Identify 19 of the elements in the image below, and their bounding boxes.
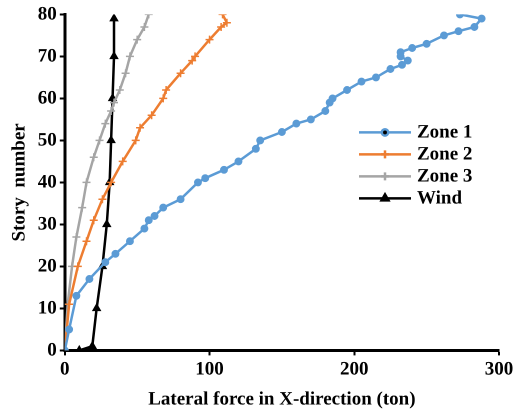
- y-tick-label: 50: [38, 129, 57, 150]
- legend-label: Zone 3: [417, 165, 472, 186]
- x-tick-label: 300: [484, 358, 514, 380]
- y-tick-label: 20: [38, 255, 57, 276]
- x-tick-label: 0: [60, 358, 70, 380]
- y-tick-label: 70: [38, 45, 57, 66]
- y-tick-label: 0: [47, 339, 57, 360]
- y-axis-title: Story number: [8, 122, 30, 242]
- y-tick-label: 60: [38, 87, 57, 108]
- y-tick-label: 10: [38, 297, 57, 318]
- y-tick-label: 40: [38, 171, 57, 192]
- y-tick-label: 80: [38, 3, 57, 24]
- legend-label: Zone 2: [417, 143, 472, 164]
- x-axis-title: Lateral force in X-direction (ton): [148, 388, 416, 410]
- x-tick-label: 200: [340, 358, 369, 380]
- legend-label: Wind: [417, 187, 462, 208]
- x-tick-label: 100: [195, 358, 224, 380]
- legend-label: Zone 1: [417, 121, 472, 142]
- y-tick-label: 30: [38, 213, 57, 234]
